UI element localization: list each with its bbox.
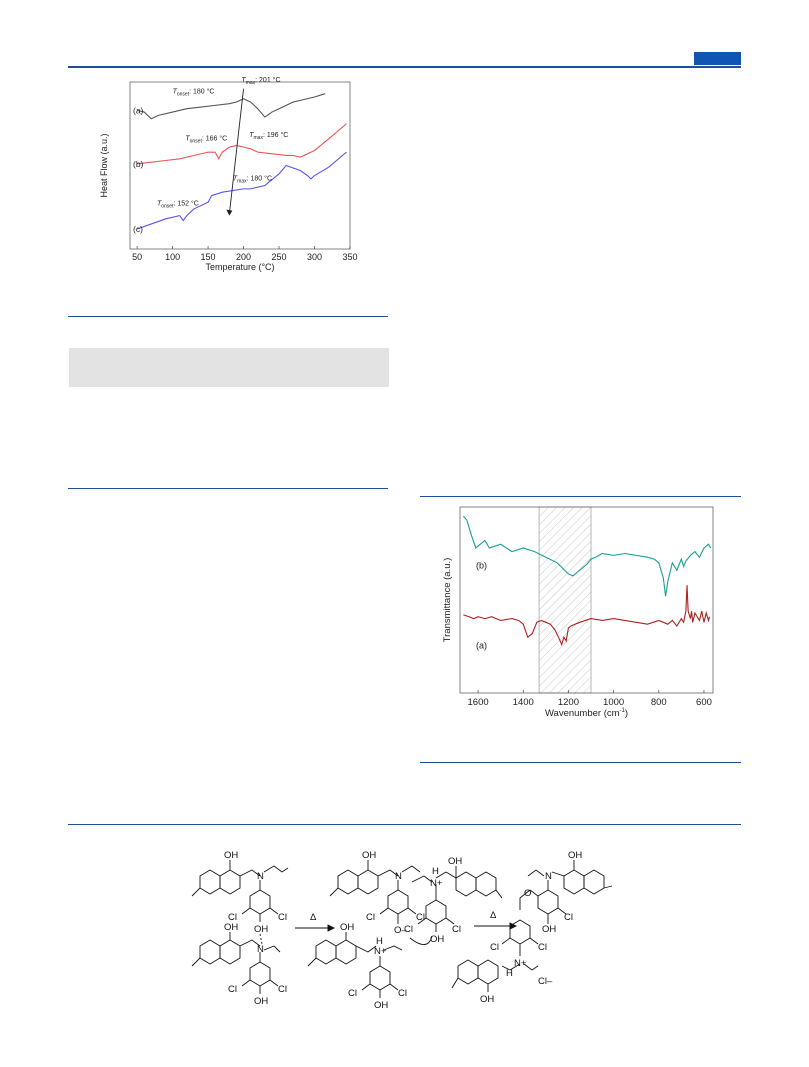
x-tick-label: 100 [165, 252, 180, 262]
arrow-2-label: Δ [490, 910, 497, 921]
atom-n-plus-m2: N+ [374, 946, 387, 957]
atom-oh-r3: OH [480, 994, 494, 1005]
x-tick-label: 1200 [558, 697, 579, 708]
annotation-onset: Tonset: 166 °C [185, 134, 227, 144]
arrow-1-label: Δ [310, 912, 317, 923]
atom-oh-m1: OH [362, 850, 376, 861]
structure-middle-bottom [307, 932, 403, 998]
atom-n-m1: N [395, 871, 402, 882]
atom-cl-r2a: Cl [490, 942, 499, 953]
series-line-a [136, 93, 326, 120]
series-label: (b) [133, 159, 144, 169]
x-tick-label: 600 [696, 697, 712, 708]
structure-right-bottom [451, 919, 539, 992]
annotation-onset: Tonset: 180 °C [173, 88, 215, 98]
structure-middle-right [411, 866, 503, 932]
annotation-max: Tmax: 201 °C [241, 76, 280, 86]
atom-n-l1: N [257, 871, 264, 882]
table-header-band [69, 348, 389, 387]
atom-oh-m5: OH [374, 1000, 388, 1011]
x-tick-label: 50 [132, 252, 142, 262]
x-tick-label: 150 [201, 252, 216, 262]
series-label: (a) [476, 640, 487, 650]
atom-h-m: H [432, 866, 439, 877]
x-tick-label: 350 [342, 252, 357, 262]
figure-top-rule-right [420, 496, 741, 497]
x-tick-label: 800 [651, 697, 667, 708]
atom-cl-l2b: Cl [278, 984, 287, 995]
atom-oh-l1: OH [224, 850, 238, 861]
x-tick-label: 1000 [603, 697, 624, 708]
series-line-a [463, 585, 711, 647]
series-line-b [137, 123, 347, 165]
trend-arrow [228, 88, 244, 214]
atom-oh-m2: OH [448, 856, 462, 867]
atom-cl-r1: Cl [564, 912, 573, 923]
x-tick-label: 1600 [468, 697, 489, 708]
series-label: (c) [133, 224, 143, 234]
atom-n-plus-r: N+ [514, 958, 527, 969]
atom-oh-l2b: OH [254, 996, 268, 1007]
y-axis-label: Heat Flow (a.u.) [99, 133, 109, 197]
header-accent-box [694, 52, 741, 65]
atom-cl-minus-r: Cl– [538, 976, 553, 987]
annotation-max: Tmax: 196 °C [249, 131, 288, 141]
x-tick-label: 250 [272, 252, 287, 262]
atom-cl-m1a: Cl [366, 912, 375, 923]
series-line-c [136, 151, 347, 230]
x-tick-label: 200 [236, 252, 251, 262]
scheme-top-rule [68, 824, 741, 825]
atom-cl-r2b: Cl [538, 942, 547, 953]
x-tick-label: 1400 [513, 697, 534, 708]
atom-n-r1: N [545, 871, 552, 882]
atom-oh-m3: OH [430, 934, 444, 945]
atom-cl-m2a: Cl [404, 924, 413, 935]
structure-right-top [519, 860, 613, 924]
atom-cl-l2a: Cl [228, 984, 237, 995]
x-tick-label: 300 [307, 252, 322, 262]
annotation-max: Tmax: 180 °C [233, 175, 272, 185]
trend-arrowhead [226, 209, 233, 216]
atom-cl-m1b: Cl [416, 912, 425, 923]
atom-cl-m2b: Cl [452, 924, 461, 935]
table-top-rule [68, 316, 388, 317]
x-axis-label: Wavenumber (cm-1) [545, 708, 628, 719]
atom-o-r: O [524, 888, 531, 899]
y-axis-label: Transmittance (a.u.) [442, 558, 453, 643]
atom-cl-l1a: Cl [228, 912, 237, 923]
atom-oh-m4: OH [340, 922, 354, 933]
atom-oh-l1b: OH [254, 924, 268, 935]
ir-chart: 1600 1400 1200 1000 800 600 Wavenumber (cm-1) T… [442, 506, 714, 719]
atom-cl-l1b: Cl [278, 912, 287, 923]
structure-middle-top [329, 860, 421, 924]
reaction-scheme: OH N Cl Cl OH OH N Cl Cl OH Δ [191, 850, 613, 1011]
annotation-onset: Tonset: 152 °C [157, 200, 199, 210]
atom-oh-l2: OH [224, 922, 238, 933]
atom-n-plus-m: N+ [430, 878, 443, 889]
atom-oh-r2: OH [542, 924, 556, 935]
section-rule-left [68, 488, 388, 489]
atom-n-l2: N [257, 944, 264, 955]
plot-frame [459, 506, 714, 694]
figure-bottom-rule-right [420, 762, 741, 763]
attack-arrow [409, 935, 433, 945]
atom-cl-m4b: Cl [398, 988, 407, 999]
atom-oh-r1: OH [568, 850, 582, 861]
x-axis-label: Temperature (°C) [205, 262, 274, 272]
structure-left-top [191, 860, 289, 922]
atom-h-r: H [506, 968, 513, 979]
header-rule [68, 66, 741, 68]
atom-o-minus: O– [394, 925, 407, 936]
series-label: (a) [133, 105, 144, 115]
shaded-region [538, 506, 592, 694]
dsc-chart: 50 100 150 200 250 300 350 Temperature (°C) Heat… [99, 76, 358, 272]
series-label: (b) [476, 560, 487, 570]
structure-left-bottom [191, 932, 281, 994]
series-line-b [462, 515, 712, 597]
atom-cl-m4a: Cl [348, 988, 357, 999]
atom-h-m2: H [376, 936, 383, 947]
plot-frame [129, 81, 351, 250]
